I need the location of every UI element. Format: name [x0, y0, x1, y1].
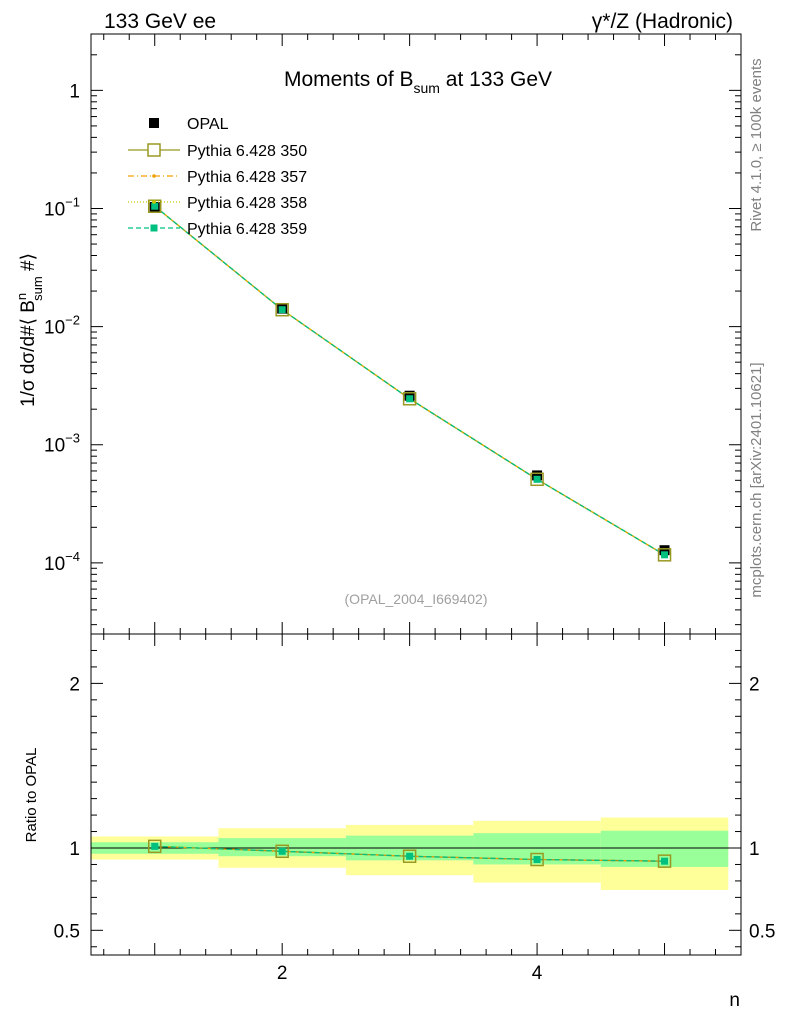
mc-point-350 — [275, 302, 289, 317]
mc-point-350 — [402, 392, 417, 406]
main-plot-area: 1 10−1 10−2 10−3 10−4 — [44, 33, 742, 635]
ratio-line-359 — [154, 845, 665, 862]
header-right: γ*/Z (Hadronic) — [592, 10, 733, 33]
data-point — [532, 470, 543, 481]
y-tick-label: 10−2 — [44, 313, 80, 339]
mc-point-359 — [151, 202, 159, 210]
x-axis-label: n — [729, 990, 740, 1011]
legend-label-2: Pythia 6.428 357 — [187, 169, 307, 186]
series-line-4 — [154, 205, 665, 556]
y-axis-label: 1/σ dσ/d#⟨ Bnsum #⟩ — [14, 253, 45, 407]
ratio-y-tick-label-right: 2 — [749, 674, 760, 695]
legend-marker-350 — [147, 143, 161, 157]
ratio-y-axis-label: Ratio to OPAL — [23, 748, 40, 843]
ratio-y-tick-label-right: 1 — [749, 839, 760, 860]
analysis-watermark: (OPAL_2004_I669402) — [345, 591, 488, 607]
legend-marker-357 — [152, 174, 156, 178]
mcplots-label: mcplots.cern.ch [arXiv:2401.10621] — [748, 362, 765, 597]
header-left: 133 GeV ee — [104, 10, 216, 33]
ratio-y-tick-label: 1 — [69, 839, 80, 860]
mc-point-359 — [278, 306, 286, 314]
mc-point-359 — [533, 475, 541, 483]
series-line-3 — [154, 205, 665, 556]
legend-marker-358 — [152, 200, 156, 204]
legend-label-3: Pythia 6.428 358 — [187, 195, 307, 212]
mc-point-350 — [530, 472, 544, 487]
y-tick-label: 10−3 — [44, 431, 80, 457]
x-tick-label: 4 — [532, 963, 543, 984]
y-tick-label: 10−4 — [44, 549, 80, 575]
legend-label-1: Pythia 6.428 350 — [187, 143, 307, 160]
legend-label-4: Pythia 6.428 359 — [187, 221, 307, 238]
mc-point-350 — [147, 199, 162, 213]
ratio-point-350 — [530, 852, 544, 867]
ratio-point-350 — [402, 849, 417, 863]
ratio-y-tick-label: 0.5 — [54, 921, 80, 942]
ratio-point-359 — [406, 852, 414, 860]
series-line-2 — [154, 205, 665, 556]
series-line-1 — [154, 205, 665, 556]
mc-point-359 — [406, 395, 414, 403]
y-tick-label: 10−1 — [44, 194, 80, 220]
ratio-plot-area: 0.5 0.5 1 1 2 2 2 4 — [54, 633, 775, 984]
ratio-point-350 — [657, 854, 672, 868]
y-tick-label: 1 — [69, 81, 80, 102]
ratio-y-tick-label: 2 — [69, 674, 80, 695]
mc-point-350 — [657, 548, 672, 562]
legend-marker-opal — [149, 118, 159, 128]
ratio-point-359 — [278, 847, 286, 855]
ratio-point-359 — [151, 842, 159, 850]
ratio-point-350 — [275, 844, 289, 859]
rivet-label: Rivet 4.1.0, ≥ 100k events — [748, 58, 765, 231]
legend: OPAL Pythia 6.428 350 Pythia 6.428 357 Pyth… — [128, 116, 307, 238]
uncertainty-band-inner — [218, 838, 346, 857]
legend-marker-359 — [150, 224, 158, 232]
legend-label-opal: OPAL — [187, 116, 229, 133]
ratio-point-350 — [147, 839, 162, 854]
data-point — [659, 545, 670, 556]
mc-point-359 — [661, 551, 669, 559]
plot-title: Moments of Bsum at 133 GeV — [284, 68, 552, 96]
ratio-frame — [90, 633, 742, 956]
ratio-point-359 — [533, 856, 541, 864]
x-tick-label: 2 — [277, 963, 288, 984]
ratio-y-tick-label-right: 0.5 — [749, 921, 775, 942]
ratio-point-359 — [661, 857, 669, 865]
